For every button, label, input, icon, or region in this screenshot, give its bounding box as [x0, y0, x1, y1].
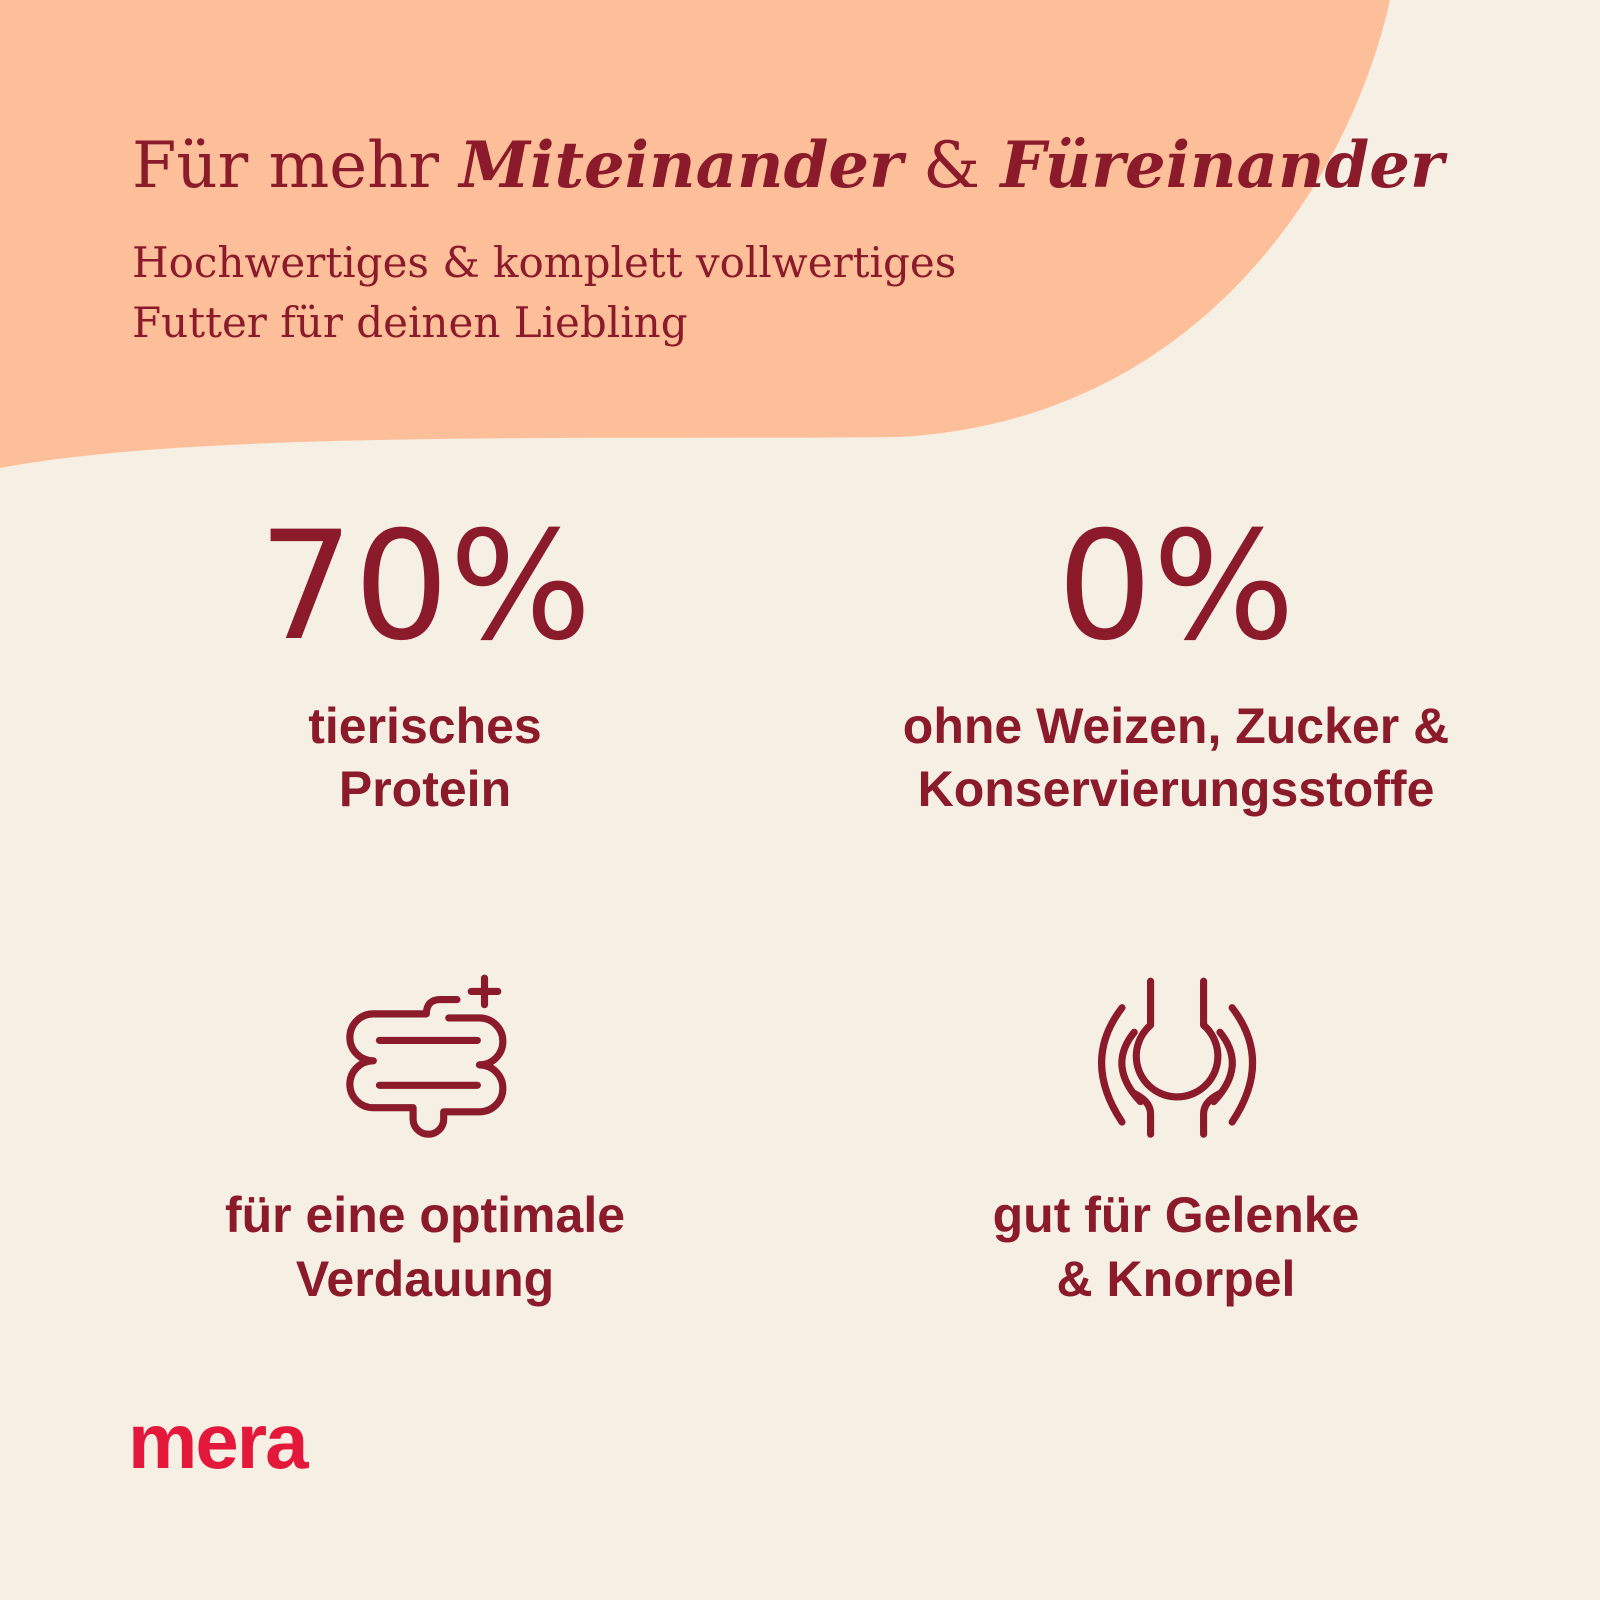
feature-label: Konservierungsstoffe [918, 761, 1435, 817]
title-emphasis: Füreinander [998, 128, 1448, 203]
logo: mera [128, 1397, 309, 1485]
joint-icon [1098, 977, 1257, 1138]
feature-label: tierisches [308, 698, 541, 754]
subtitle-line: Futter für deinen Liebling [132, 298, 688, 347]
header-blob [0, 0, 1390, 468]
feature-label: ohne Weizen, Zucker & [903, 698, 1449, 754]
feature-label: & Knorpel [1057, 1251, 1296, 1307]
feature-label: Verdauung [296, 1251, 554, 1307]
intestine-icon [346, 974, 507, 1138]
feature-label: gut für Gelenke [993, 1187, 1360, 1243]
feature-label: für eine optimale [225, 1187, 625, 1243]
stat: 0% [1057, 500, 1295, 674]
title-emphasis: Miteinander [457, 128, 907, 203]
title-part: & [903, 129, 1001, 203]
feature-label: Protein [339, 761, 511, 817]
title-part: Für mehr [132, 129, 459, 203]
subtitle-line: Hochwertiges & komplett vollwertiges [132, 238, 956, 287]
title: Für mehr Miteinander & Füreinander [132, 128, 1448, 203]
stat: 70% [258, 500, 591, 674]
